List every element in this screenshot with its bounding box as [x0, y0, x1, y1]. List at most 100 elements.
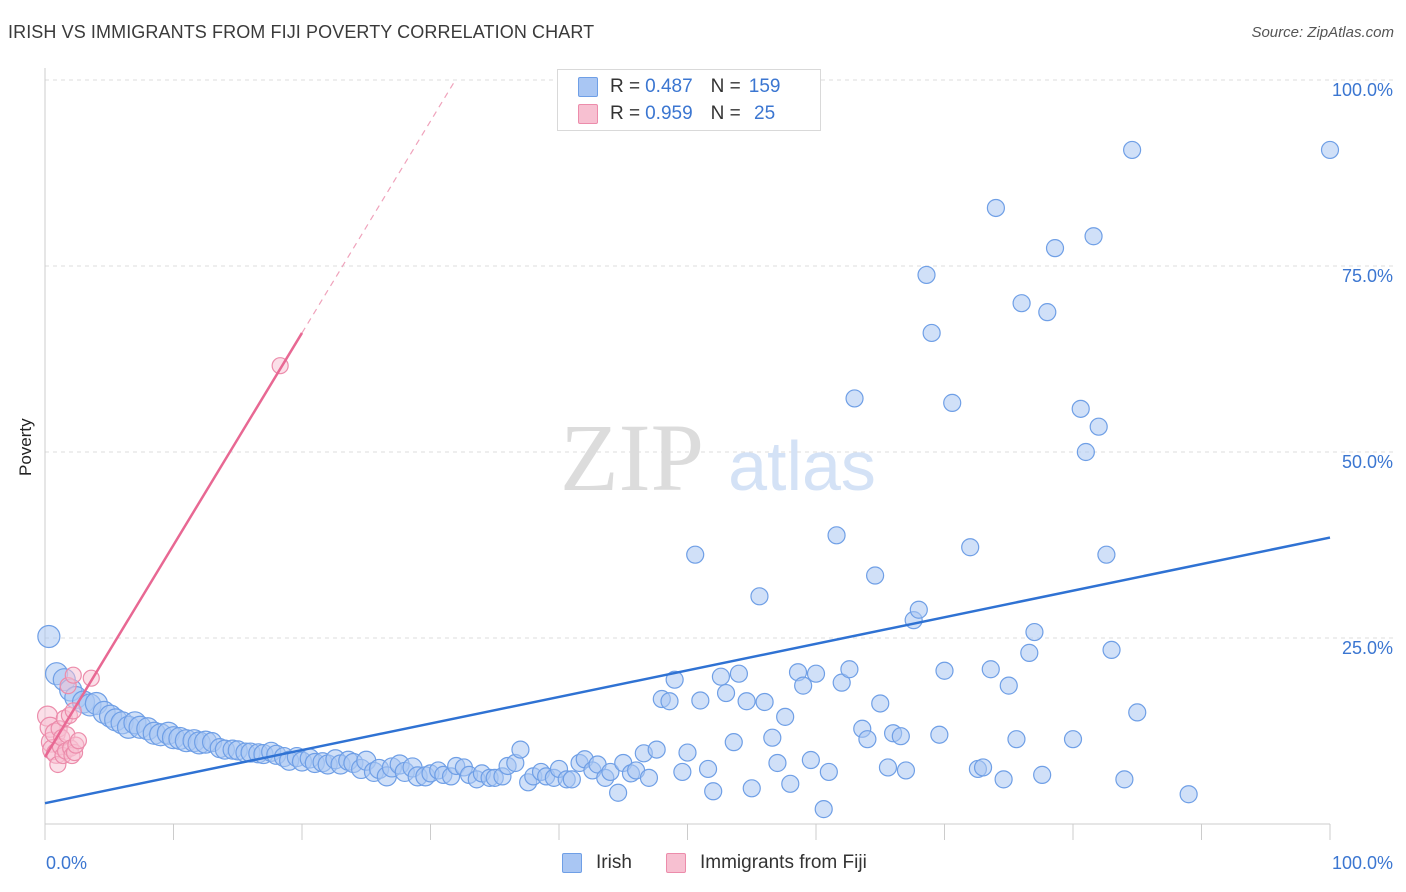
- irish-point: [981, 660, 1000, 679]
- irish-point: [878, 758, 898, 777]
- irish-point: [1033, 765, 1052, 784]
- trend-lines: [43, 82, 1331, 805]
- legend-item-irish[interactable]: Irish: [562, 852, 632, 874]
- irish-point: [742, 779, 761, 798]
- irish-point: [750, 587, 769, 606]
- irish-point: [1320, 140, 1340, 160]
- fiji-trend-line: [43, 332, 304, 758]
- irish-point: [909, 600, 928, 619]
- irish-point: [930, 725, 949, 744]
- irish-trend-line: [44, 536, 1331, 805]
- correlation-legend: R = 0.487 N = 159 R = 0.959 N = 25: [557, 69, 821, 131]
- irish-point: [866, 566, 885, 585]
- x-tick-label: 100.0%: [1332, 853, 1393, 873]
- irish-point: [1179, 785, 1198, 804]
- irish-point: [840, 660, 859, 679]
- irish-point: [999, 676, 1018, 695]
- irish-point: [711, 667, 731, 686]
- irish-point: [1084, 227, 1103, 246]
- irish-point: [724, 733, 743, 752]
- irish-point: [698, 759, 718, 779]
- watermark-atlas: atlas: [728, 427, 876, 505]
- fiji-point: [64, 666, 82, 684]
- legend-row-fiji: R = 0.959 N = 25: [578, 102, 775, 126]
- irish-point: [858, 730, 877, 749]
- irish-point: [801, 750, 820, 770]
- irish-point: [917, 265, 936, 285]
- fiji-legend-label: Immigrants from Fiji: [700, 852, 867, 873]
- irish-point: [716, 683, 736, 703]
- irish-point: [639, 768, 659, 787]
- irish-point: [776, 707, 795, 726]
- irish-point: [691, 691, 710, 710]
- irish-point: [806, 664, 826, 683]
- legend-item-fiji[interactable]: Immigrants from Fiji: [666, 852, 867, 874]
- irish-point: [755, 692, 774, 712]
- fiji-swatch: [578, 104, 598, 124]
- irish-point: [973, 758, 993, 777]
- irish-point: [1012, 294, 1031, 313]
- irish-point: [1115, 770, 1134, 789]
- irish-point: [819, 762, 838, 782]
- irish-point: [827, 526, 846, 545]
- fiji-point: [69, 732, 88, 750]
- irish-point: [647, 740, 666, 759]
- irish-point: [763, 728, 782, 747]
- irish-point: [814, 800, 833, 819]
- n-value: 159: [748, 76, 781, 97]
- irish-point: [1123, 140, 1142, 160]
- gridlines: [45, 79, 1395, 639]
- y-tick-label: 100.0%: [1332, 80, 1393, 100]
- watermark: ZIP atlas: [560, 404, 876, 511]
- irish-point: [961, 538, 980, 557]
- irish-point: [1128, 703, 1147, 722]
- fiji-points: [36, 357, 289, 774]
- irish-point: [686, 545, 705, 564]
- irish-point: [768, 753, 787, 773]
- irish-point: [704, 782, 723, 801]
- chart-title: IRISH VS IMMIGRANTS FROM FIJI POVERTY CO…: [8, 22, 595, 42]
- irish-point: [1076, 442, 1095, 462]
- tick-labels: 25.0% 50.0% 75.0% 100.0% 0.0% 100.0%: [46, 80, 1393, 873]
- irish-point: [1007, 730, 1026, 749]
- irish-point: [729, 664, 749, 683]
- n-value: 25: [748, 103, 776, 124]
- irish-point: [737, 692, 756, 711]
- irish-point: [1038, 303, 1057, 322]
- r-value: 0.487: [645, 76, 693, 97]
- irish-legend-label: Irish: [596, 852, 632, 873]
- irish-point: [562, 770, 581, 789]
- irish-point: [794, 676, 813, 695]
- fiji-legend-swatch: [666, 853, 686, 873]
- watermark-zip: ZIP: [560, 404, 704, 511]
- n-label: N =: [710, 76, 741, 97]
- irish-point: [986, 198, 1006, 218]
- irish-swatch: [578, 77, 598, 97]
- n-label: N =: [710, 103, 741, 124]
- irish-point: [832, 673, 851, 692]
- irish-point: [994, 770, 1013, 789]
- irish-point: [1025, 622, 1044, 642]
- y-tick-label: 75.0%: [1342, 266, 1393, 286]
- irish-legend-swatch: [562, 853, 582, 873]
- irish-point: [781, 774, 800, 793]
- irish-point: [678, 743, 697, 762]
- irish-point: [891, 727, 910, 746]
- r-label: R =: [610, 103, 641, 124]
- irish-point: [896, 761, 916, 780]
- x-tick-label: 0.0%: [46, 853, 87, 873]
- irish-point: [1045, 239, 1065, 258]
- irish-point: [609, 783, 628, 802]
- irish-point: [943, 393, 962, 412]
- irish-point: [1089, 417, 1108, 436]
- irish-point: [935, 661, 954, 680]
- irish-point: [871, 694, 890, 713]
- y-tick-label: 50.0%: [1342, 452, 1393, 472]
- r-label: R =: [610, 76, 641, 97]
- irish-point: [511, 740, 530, 759]
- y-tick-label: 25.0%: [1342, 638, 1393, 658]
- axes: [44, 68, 1331, 840]
- irish-point: [922, 323, 941, 343]
- irish-point: [1071, 399, 1090, 418]
